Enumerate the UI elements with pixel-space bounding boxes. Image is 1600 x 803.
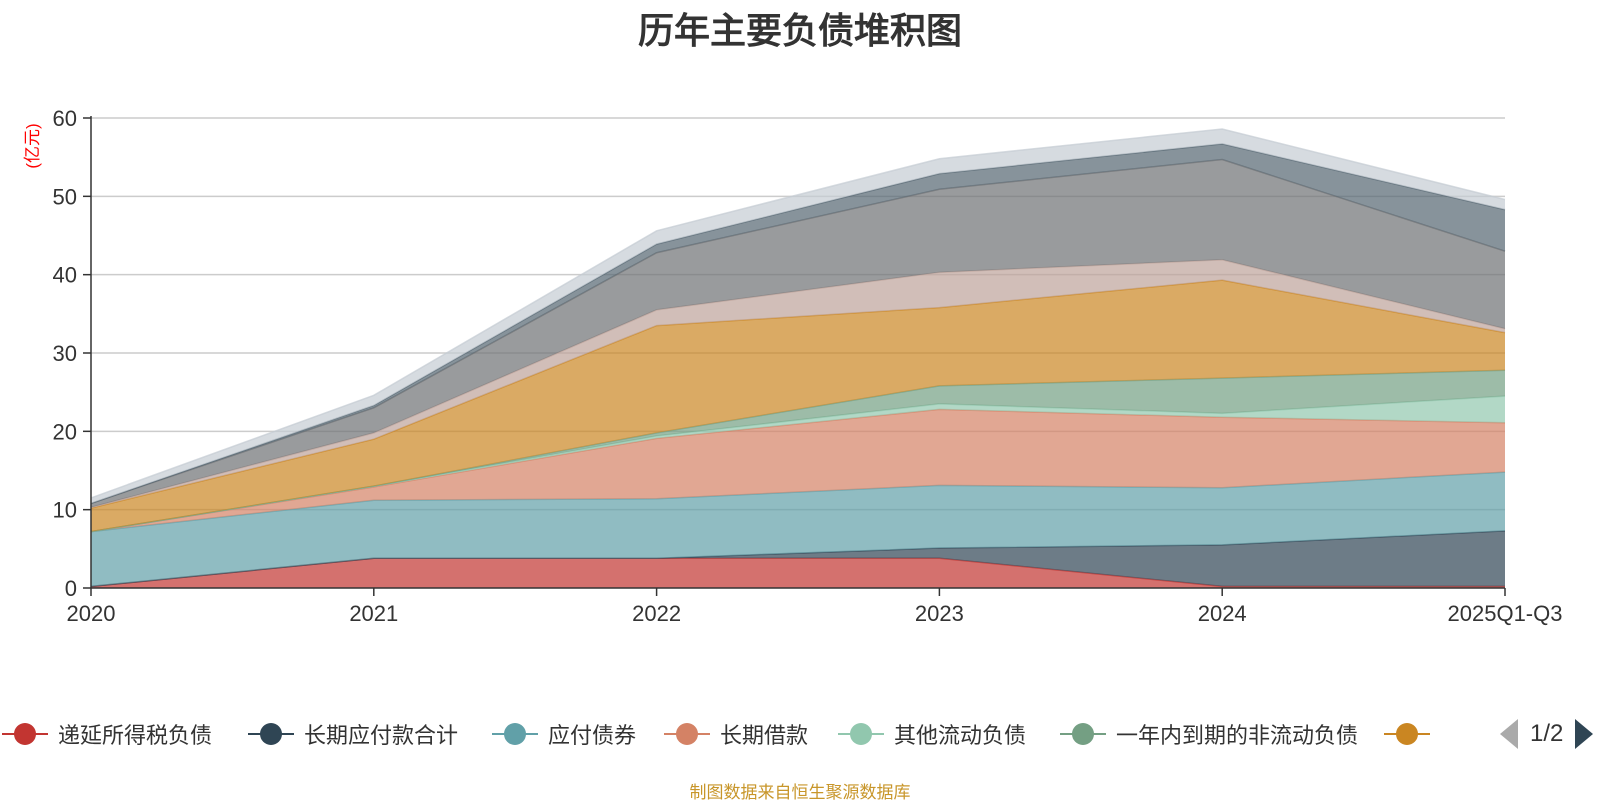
legend-label: 长期借款 [720,723,809,748]
legend-item[interactable] [1382,714,1432,754]
area-series-应付债券[interactable] [91,472,1505,587]
x-tick-label: 2021 [349,601,398,626]
triangle-right-icon[interactable] [1575,719,1594,749]
legend-page-label: 1/2 [1530,720,1564,747]
source-note: 制图数据来自恒生聚源数据库 [689,783,911,802]
area-series-合同负债[interactable] [91,143,1505,504]
legend-label: 递延所得税负债 [58,723,213,748]
legend-pager: 1/2 [1500,714,1594,754]
legend-item[interactable]: 长期应付款合计 [246,714,458,754]
y-tick-label: 40 [53,263,77,288]
area-series-递延所得税负债[interactable] [91,558,1505,588]
area-series [90,128,1506,588]
y-tick-label: 10 [53,498,77,523]
y-tick-label: 30 [53,341,77,366]
y-tick-label: 60 [53,106,77,131]
area-series-长期借款[interactable] [91,409,1505,532]
area-series-应付票据[interactable] [91,128,1505,504]
y-axis-unit-label: (亿元) [23,123,42,168]
x-tick-label: 2020 [67,601,116,626]
y-tick-label: 0 [65,576,77,601]
legend-item[interactable]: 应付债券 [490,714,636,754]
legend-marker-icon [248,723,294,745]
legend-marker-icon [1060,723,1106,745]
triangle-left-icon[interactable] [1500,719,1518,749]
area-series-长期应付款合计[interactable] [91,530,1505,587]
area-series-一年内到期的非流动负债[interactable] [91,370,1505,532]
legend-item[interactable]: 长期借款 [662,714,808,754]
area-series-应付账款[interactable] [91,280,1505,532]
y-tick-label: 20 [53,419,77,444]
legend-item[interactable]: 一年内到期的非流动负债 [1058,714,1358,754]
legend-marker-icon [492,723,538,745]
area-edge-line [90,128,1506,499]
legend-label: 其他流动负债 [894,723,1027,748]
area-series-其他流动负债[interactable] [91,396,1505,532]
legend-marker-icon [838,723,884,745]
x-tick-label: 2023 [915,601,964,626]
chart-title: 历年主要负债堆积图 [637,10,962,51]
area-series-其他应付款合计[interactable] [91,259,1505,509]
legend-label: 一年内到期的非流动负债 [1116,723,1359,748]
legend-marker-icon [1384,723,1430,745]
x-tick-label: 2025Q1-Q3 [1448,601,1563,626]
legend-marker-icon [664,723,710,745]
x-tick-label: 2022 [632,601,681,626]
legend-label: 应付债券 [548,723,637,748]
stacked-area-chart: 0 10 20 30 40 50 60 2020 2021 2022 2023 2024 2025Q1-… [23,106,1563,626]
legend: 递延所得税负债 长期应付款合计 应付债券 长期借款 其他流动负债 一年内到期的非流动负债 [0,714,1600,754]
y-tick-label: 50 [53,184,77,209]
x-tick-label: 2024 [1198,601,1247,626]
legend-item[interactable]: 递延所得税负债 [0,714,212,754]
legend-item[interactable]: 其他流动负债 [836,714,1026,754]
area-series-短期借款[interactable] [91,159,1505,508]
axes: 0 10 20 30 40 50 60 2020 2021 2022 2023 2024 2025Q1-… [53,106,1563,626]
legend-label: 长期应付款合计 [304,723,459,748]
legend-marker-icon [2,723,48,745]
